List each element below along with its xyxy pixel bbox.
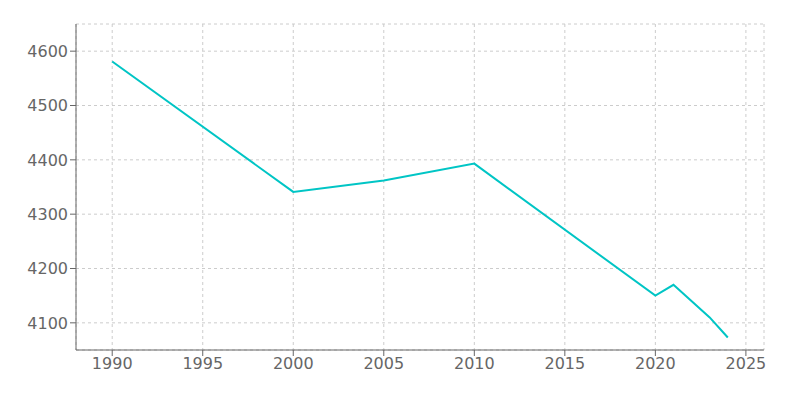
svg-text:2015: 2015 — [544, 354, 585, 373]
svg-text:2025: 2025 — [726, 354, 767, 373]
svg-text:4400: 4400 — [27, 151, 68, 170]
svg-text:4300: 4300 — [27, 205, 68, 224]
svg-text:2005: 2005 — [363, 354, 404, 373]
svg-text:4100: 4100 — [27, 314, 68, 333]
svg-text:4600: 4600 — [27, 42, 68, 61]
svg-text:2000: 2000 — [273, 354, 314, 373]
svg-text:2020: 2020 — [635, 354, 676, 373]
svg-text:1995: 1995 — [182, 354, 223, 373]
svg-text:1990: 1990 — [92, 354, 133, 373]
svg-text:2010: 2010 — [454, 354, 495, 373]
svg-text:4500: 4500 — [27, 96, 68, 115]
svg-text:4200: 4200 — [27, 259, 68, 278]
